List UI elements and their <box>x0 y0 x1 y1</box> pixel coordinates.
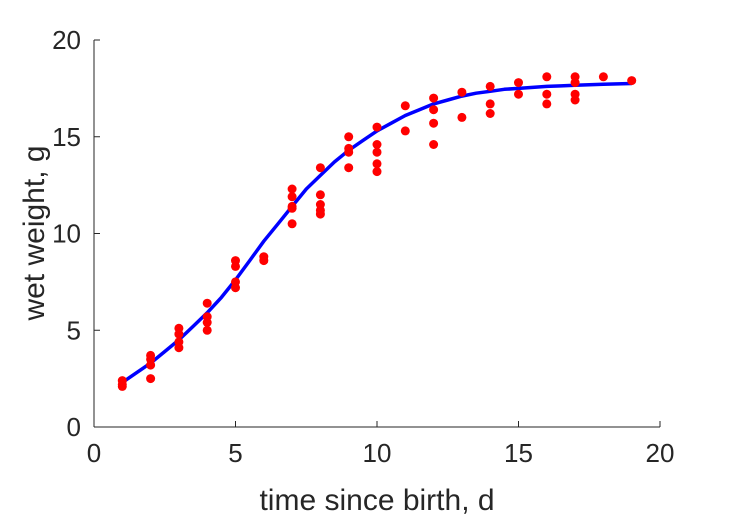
data-point <box>570 95 580 105</box>
data-point <box>372 140 382 149</box>
data-point <box>457 87 467 97</box>
data-point <box>344 163 354 173</box>
data-point <box>372 147 382 157</box>
data-point <box>315 163 325 173</box>
x-axis-label: time since birth, d <box>259 484 494 517</box>
data-points-layer <box>117 72 637 391</box>
x-tick-label: 5 <box>228 438 242 468</box>
data-point <box>259 256 269 266</box>
data-point <box>514 78 523 88</box>
data-point <box>485 81 495 91</box>
data-point <box>231 283 240 293</box>
data-point <box>627 76 637 86</box>
data-point <box>287 192 297 202</box>
x-tick-label: 20 <box>646 438 675 468</box>
y-tick-label: 20 <box>52 25 81 55</box>
data-point <box>400 101 410 111</box>
data-point <box>429 105 439 115</box>
data-point <box>457 112 467 122</box>
data-point <box>570 78 580 88</box>
data-point <box>344 147 354 157</box>
data-point <box>202 298 212 308</box>
data-point <box>372 122 382 132</box>
data-point <box>400 126 410 136</box>
data-point <box>429 93 439 103</box>
data-point <box>542 72 552 82</box>
y-tick-label: 5 <box>67 315 81 345</box>
ticks: 0 5 10 15 20 0 5 10 15 20 <box>52 25 674 468</box>
data-point <box>485 109 495 118</box>
data-point <box>202 325 212 335</box>
data-point <box>287 219 297 229</box>
y-axis-label: wet weight, g <box>18 145 51 321</box>
y-tick-label: 15 <box>52 122 81 152</box>
x-tick-label: 15 <box>504 438 533 468</box>
data-point <box>542 99 552 109</box>
data-point <box>146 374 156 384</box>
data-point <box>372 159 382 169</box>
data-point <box>429 118 439 128</box>
data-point <box>315 190 325 200</box>
y-tick-label: 0 <box>67 412 81 442</box>
data-point <box>174 343 184 353</box>
x-tick-label: 10 <box>363 438 392 468</box>
data-point <box>542 89 552 99</box>
data-point <box>344 132 354 142</box>
data-point <box>372 167 382 177</box>
data-point <box>174 329 184 339</box>
data-point <box>287 203 297 213</box>
data-point <box>231 261 240 271</box>
data-point <box>598 72 608 82</box>
data-point <box>514 89 523 99</box>
data-point <box>429 140 439 149</box>
data-point <box>315 209 325 219</box>
data-point <box>485 99 495 109</box>
data-point <box>146 360 156 370</box>
data-point <box>117 381 127 391</box>
y-tick-label: 10 <box>52 219 81 249</box>
x-tick-label: 0 <box>87 438 101 468</box>
data-point <box>202 318 212 327</box>
data-point <box>287 184 297 194</box>
